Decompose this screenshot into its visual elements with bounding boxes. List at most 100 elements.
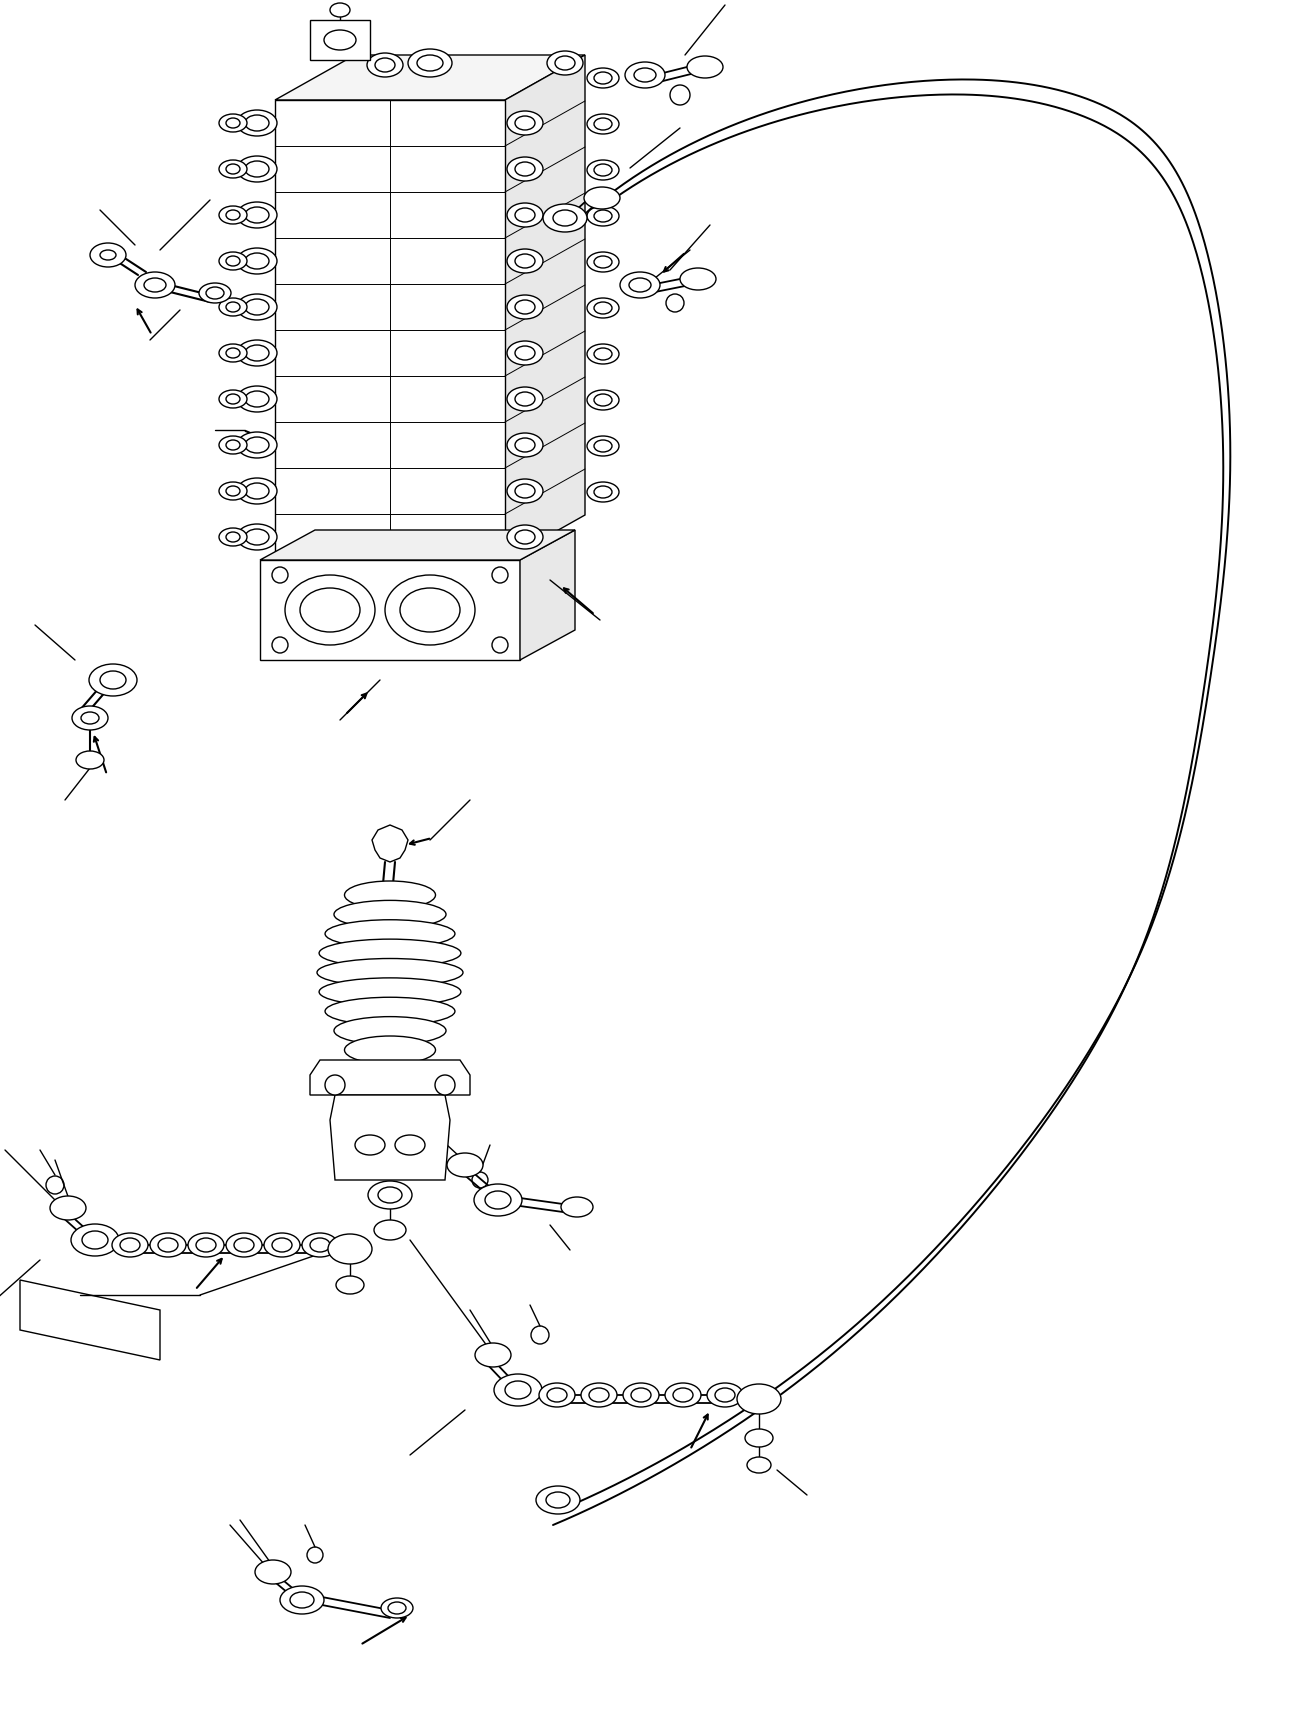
Ellipse shape (81, 711, 99, 723)
Ellipse shape (507, 294, 543, 319)
Ellipse shape (507, 387, 543, 412)
Ellipse shape (237, 339, 278, 367)
Ellipse shape (219, 160, 248, 177)
Ellipse shape (546, 1491, 569, 1508)
Ellipse shape (328, 1235, 371, 1264)
Ellipse shape (225, 441, 240, 449)
Ellipse shape (330, 3, 351, 17)
Ellipse shape (219, 114, 248, 133)
Ellipse shape (680, 269, 717, 289)
Ellipse shape (300, 587, 360, 632)
Ellipse shape (255, 1560, 291, 1584)
Polygon shape (371, 825, 408, 863)
Ellipse shape (507, 525, 543, 549)
Ellipse shape (336, 1276, 364, 1293)
Ellipse shape (378, 1186, 403, 1204)
Ellipse shape (715, 1388, 735, 1402)
Ellipse shape (586, 114, 619, 134)
Ellipse shape (219, 251, 248, 270)
Ellipse shape (225, 486, 240, 496)
Ellipse shape (344, 882, 435, 909)
Ellipse shape (635, 67, 655, 83)
Ellipse shape (324, 920, 455, 947)
Ellipse shape (555, 57, 575, 71)
Ellipse shape (594, 210, 612, 222)
Ellipse shape (687, 57, 723, 77)
Ellipse shape (334, 1016, 446, 1045)
Ellipse shape (188, 1233, 224, 1257)
Ellipse shape (515, 162, 536, 176)
Ellipse shape (515, 484, 536, 498)
Ellipse shape (245, 344, 268, 362)
Ellipse shape (515, 255, 536, 269)
Ellipse shape (82, 1231, 108, 1248)
Ellipse shape (245, 482, 268, 499)
Ellipse shape (237, 248, 278, 274)
Circle shape (493, 567, 508, 584)
Ellipse shape (747, 1457, 771, 1472)
Ellipse shape (586, 251, 619, 272)
Ellipse shape (515, 208, 536, 222)
Ellipse shape (225, 164, 240, 174)
Ellipse shape (235, 1238, 254, 1252)
Ellipse shape (506, 1381, 532, 1398)
Ellipse shape (447, 1154, 483, 1178)
Ellipse shape (584, 188, 620, 208)
Ellipse shape (507, 250, 543, 274)
Ellipse shape (90, 243, 126, 267)
Ellipse shape (515, 393, 536, 406)
Ellipse shape (515, 530, 536, 544)
Ellipse shape (629, 277, 652, 293)
Polygon shape (261, 560, 520, 660)
Ellipse shape (581, 1383, 618, 1407)
Ellipse shape (380, 1598, 413, 1619)
Ellipse shape (623, 1383, 659, 1407)
Ellipse shape (89, 665, 137, 696)
Ellipse shape (354, 1135, 384, 1155)
Ellipse shape (319, 938, 461, 968)
Ellipse shape (395, 1135, 425, 1155)
Ellipse shape (219, 436, 248, 455)
Circle shape (272, 637, 288, 653)
Polygon shape (275, 55, 585, 100)
Ellipse shape (50, 1197, 86, 1219)
Ellipse shape (324, 29, 356, 50)
Ellipse shape (76, 751, 104, 770)
Ellipse shape (150, 1233, 186, 1257)
Ellipse shape (507, 203, 543, 227)
Ellipse shape (547, 1388, 567, 1402)
Ellipse shape (507, 341, 543, 365)
Polygon shape (520, 530, 575, 660)
Ellipse shape (225, 301, 240, 312)
Ellipse shape (515, 115, 536, 129)
Ellipse shape (562, 1197, 593, 1217)
Ellipse shape (708, 1383, 743, 1407)
Polygon shape (506, 55, 585, 560)
Polygon shape (310, 1061, 470, 1095)
Ellipse shape (384, 575, 476, 646)
Ellipse shape (219, 344, 248, 362)
Ellipse shape (272, 1238, 292, 1252)
Ellipse shape (507, 432, 543, 456)
Ellipse shape (237, 201, 278, 227)
Ellipse shape (100, 672, 126, 689)
Ellipse shape (70, 1224, 119, 1255)
Ellipse shape (72, 706, 108, 730)
Ellipse shape (594, 72, 612, 84)
Ellipse shape (374, 1219, 407, 1240)
Ellipse shape (245, 207, 268, 224)
Ellipse shape (225, 257, 240, 265)
Ellipse shape (245, 391, 268, 406)
Ellipse shape (586, 436, 619, 456)
Ellipse shape (737, 1384, 780, 1414)
Ellipse shape (219, 207, 248, 224)
Ellipse shape (265, 1233, 300, 1257)
Ellipse shape (474, 1185, 523, 1216)
Ellipse shape (334, 901, 446, 928)
Ellipse shape (120, 1238, 139, 1252)
Ellipse shape (586, 160, 619, 181)
Ellipse shape (745, 1429, 773, 1446)
Ellipse shape (344, 1037, 435, 1064)
Ellipse shape (408, 48, 452, 77)
Ellipse shape (225, 532, 240, 542)
